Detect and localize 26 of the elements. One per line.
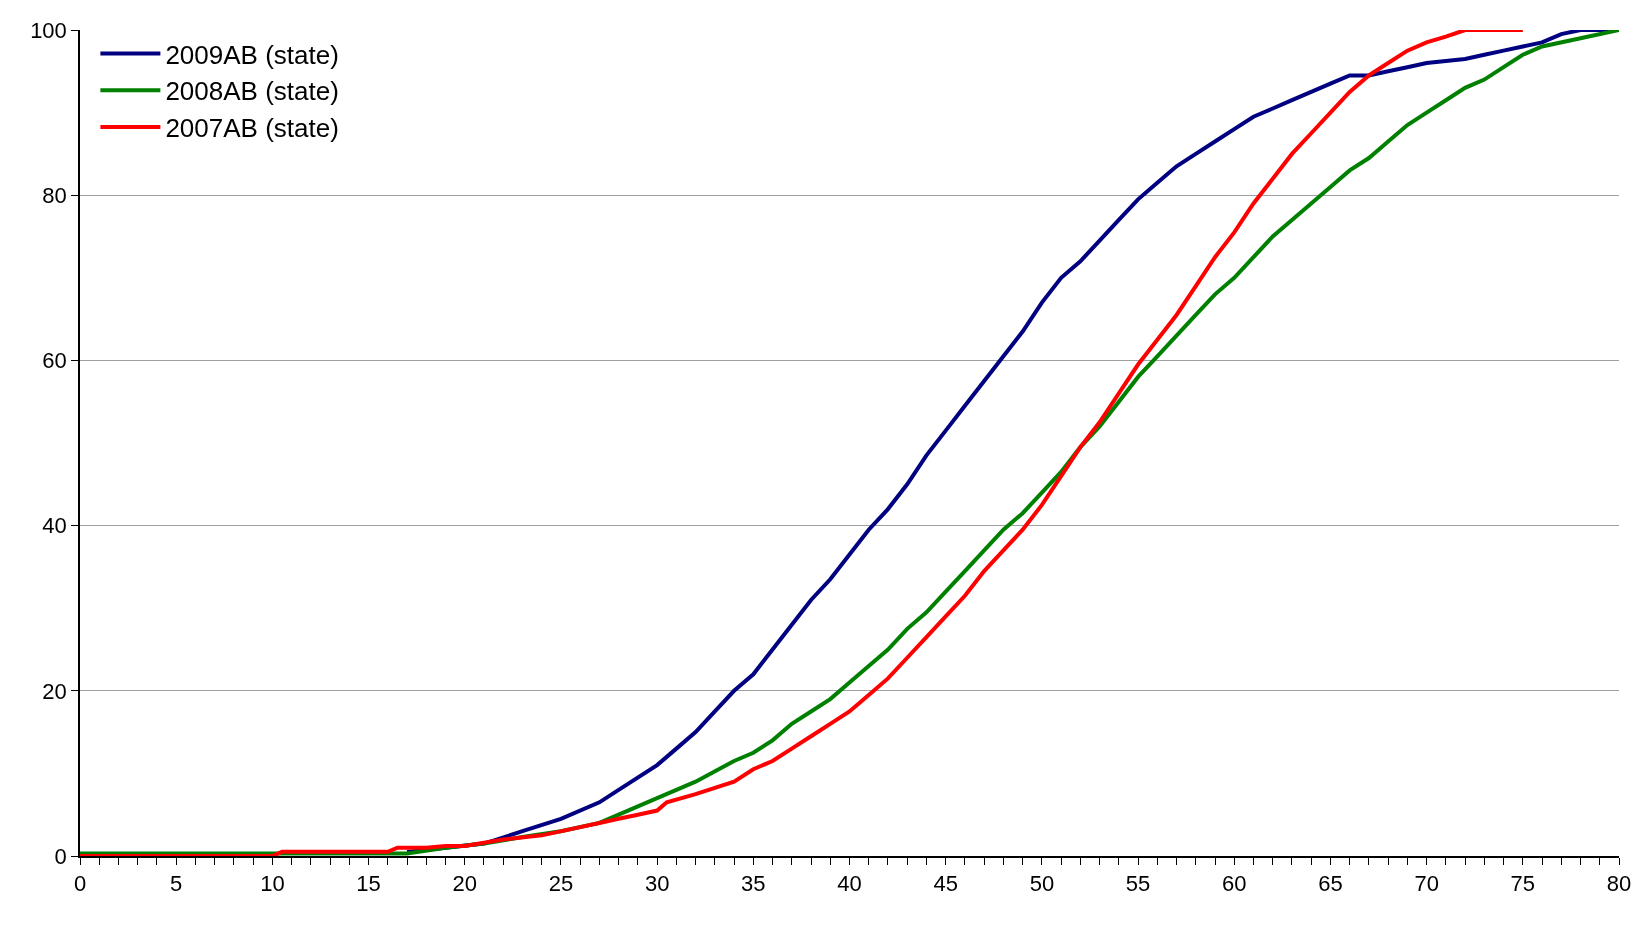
- x-tick-label: 80: [1606, 871, 1632, 897]
- x-tick-label: 20: [452, 871, 477, 897]
- x-tick-label: 55: [1125, 871, 1151, 897]
- y-tick-label: 80: [42, 182, 67, 208]
- x-tick-label: 30: [644, 871, 670, 897]
- x-tick-label: 40: [837, 871, 862, 897]
- legend-label: 2007AB (state): [165, 113, 339, 144]
- x-tick-label: 15: [356, 871, 381, 897]
- x-tick-label: 5: [170, 871, 183, 897]
- y-tick-label: 0: [54, 843, 67, 869]
- x-tick-label: 0: [73, 871, 87, 897]
- y-tick-label: 20: [42, 678, 67, 704]
- y-tick-label: 40: [42, 513, 67, 539]
- x-tick-label: 10: [260, 871, 285, 897]
- legend-label: 2008AB (state): [165, 76, 339, 107]
- x-tick-label: 65: [1318, 871, 1343, 897]
- x-tick-label: 60: [1222, 871, 1247, 897]
- x-tick-label: 25: [548, 871, 574, 897]
- x-tick-label: 50: [1029, 871, 1055, 897]
- legend-label: 2009AB (state): [165, 39, 339, 70]
- x-tick-label: 70: [1414, 871, 1439, 897]
- y-tick-label: 60: [42, 348, 67, 374]
- y-tick-label: 100: [30, 17, 67, 43]
- x-tick-label: 45: [933, 871, 958, 897]
- x-tick-label: 35: [741, 871, 766, 897]
- x-tick-label: 75: [1510, 871, 1536, 897]
